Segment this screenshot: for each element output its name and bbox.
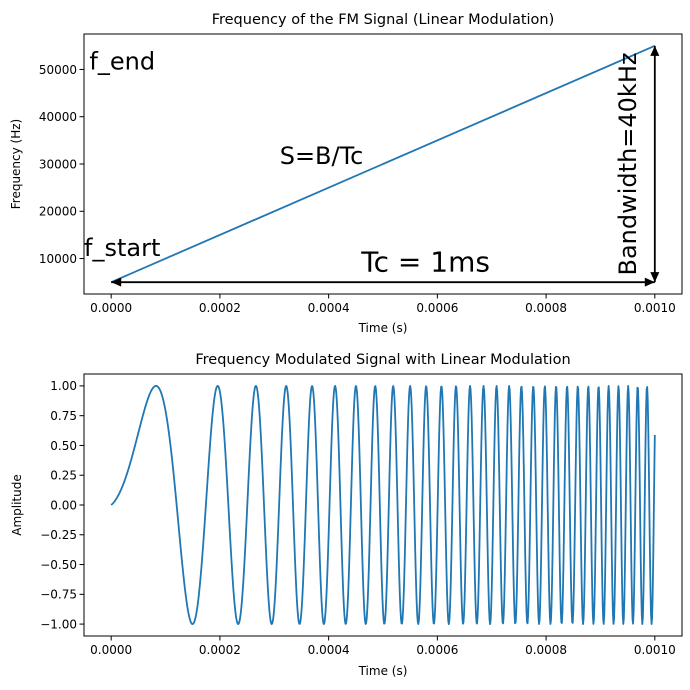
- frequency-chart-xtick-label: 0.0002: [199, 301, 241, 315]
- frequency-chart-xlabel: Time (s): [358, 321, 408, 335]
- frequency-chart-ylabel: Frequency (Hz): [9, 119, 23, 210]
- modulated-signal-chart-xtick-label: 0.0010: [634, 643, 676, 657]
- modulated-signal-chart-ytick-label: 0.00: [50, 498, 77, 512]
- modulated-signal-chart-xtick-label: 0.0006: [416, 643, 458, 657]
- frequency-chart-xtick-label: 0.0006: [416, 301, 458, 315]
- modulated-signal-chart-ytick-label: −0.25: [40, 528, 77, 542]
- frequency-chart-xtick-label: 0.0004: [308, 301, 350, 315]
- modulated-signal-chart-xtick-label: 0.0004: [308, 643, 350, 657]
- frequency-chart-title: Frequency of the FM Signal (Linear Modul…: [212, 12, 555, 28]
- tc-arrow-head-end: [644, 277, 655, 287]
- frequency-chart-xtick-label: 0.0008: [525, 301, 567, 315]
- frequency-chart-ytick-label: 10000: [39, 252, 77, 266]
- modulated-signal-chart-frame: [83, 373, 683, 637]
- frequency-chart-annotation: f_start: [84, 234, 160, 262]
- frequency-chart-ytick-label: 50000: [39, 63, 77, 77]
- modulated-signal-chart-xtick-label: 0.0002: [199, 643, 241, 657]
- frequency-chart-annotation: Tc = 1ms: [360, 245, 490, 278]
- frequency-chart-annotation: S=B/Tc: [280, 142, 364, 170]
- frequency-chart-frame: [83, 33, 683, 295]
- modulated-signal-chart-ytick-label: 1.00: [50, 379, 77, 393]
- modulated-signal-chart-xtick-label: 0.0008: [525, 643, 567, 657]
- modulated-signal-chart-series-line: [110, 385, 656, 625]
- modulated-signal-chart-ytick-label: −0.75: [40, 588, 77, 602]
- frequency-chart-xtick-label: 0.0000: [90, 301, 132, 315]
- frequency-chart-xtick-label: 0.0010: [634, 301, 676, 315]
- modulated-signal-chart-ytick-label: −0.50: [40, 558, 77, 572]
- bandwidth-arrow-head-end: [650, 45, 660, 56]
- frequency-chart-ytick-label: 30000: [39, 157, 77, 171]
- modulated-signal-chart-ylabel: Amplitude: [10, 474, 24, 536]
- modulated-signal-chart-ytick-label: 0.75: [50, 409, 77, 423]
- modulated-signal-chart-xtick-label: 0.0000: [90, 643, 132, 657]
- frequency-chart-ytick-label: 20000: [39, 205, 77, 219]
- tc-arrow-head-start: [111, 277, 122, 287]
- bandwidth-arrow-head-start: [650, 272, 660, 283]
- modulated-signal-chart-xlabel: Time (s): [358, 664, 408, 678]
- modulated-signal-chart-ytick-label: 0.50: [50, 439, 77, 453]
- frequency-chart-annotation: Bandwidth=40kHz: [614, 53, 642, 276]
- modulated-signal-chart: Frequency Modulated Signal with Linear M…: [10, 352, 683, 678]
- frequency-chart-series-line: [110, 44, 656, 284]
- modulated-signal-chart-ytick-label: −1.00: [40, 617, 77, 631]
- frequency-chart-ytick-label: 40000: [39, 110, 77, 124]
- modulated-signal-chart-title: Frequency Modulated Signal with Linear M…: [195, 352, 570, 368]
- modulated-signal-chart-ytick-label: 0.25: [50, 469, 77, 483]
- frequency-chart: Frequency of the FM Signal (Linear Modul…: [9, 12, 683, 335]
- frequency-chart-annotation: f_end: [89, 47, 155, 75]
